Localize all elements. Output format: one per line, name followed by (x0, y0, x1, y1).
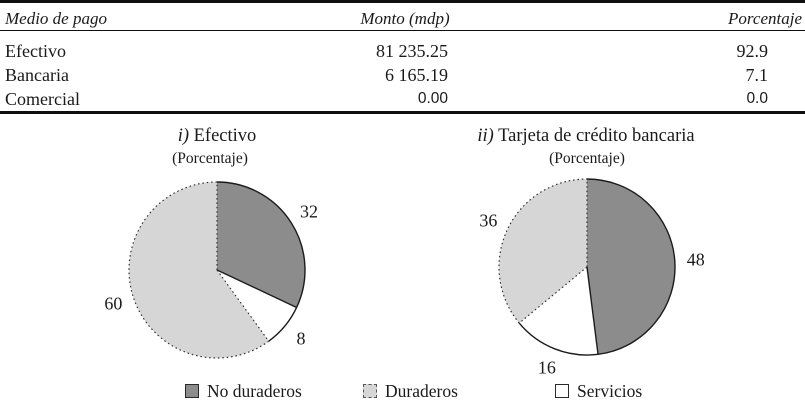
table-cell-porcentaje: 92.9 (736, 41, 769, 61)
legend-item-servicios: Servicios (555, 380, 643, 401)
table-row: Bancaria 6 165.19 7.1 (0, 63, 805, 87)
pie1-title-prefix: i) (177, 126, 189, 146)
pie2-title-text: Tarjeta de crédito bancaria (498, 126, 695, 146)
pie-slice-arc (216, 181, 306, 308)
pie1-title-text: Efectivo (193, 126, 257, 146)
table-bottom-rule (0, 111, 805, 114)
pie2-title: ii) Tarjeta de crédito bancaria (406, 126, 766, 147)
column-header-medio-de-pago: Medio de pago (5, 9, 107, 28)
pie-chart-pie-bancaria (498, 178, 676, 356)
pie-chart-pie-efectivo (128, 181, 306, 359)
column-header-porcentaje: Porcentaje (728, 9, 802, 28)
table-cell-medio: Efectivo (5, 41, 66, 61)
pie-slice-no-duraderos (587, 179, 675, 355)
table-cell-monto: 0.00 (417, 90, 448, 107)
table-cell-porcentaje: 7.1 (745, 65, 769, 85)
table-cell-monto: 81 235.25 (376, 41, 448, 61)
pie-slice-arc (268, 307, 298, 342)
table-cell-medio: Bancaria (5, 65, 69, 85)
legend-item-duraderos: Duraderos (363, 380, 458, 401)
legend-swatch (363, 384, 377, 398)
pie-slice-no-duraderos (217, 182, 305, 308)
pie-value-label: 36 (479, 210, 498, 231)
pie-value-label: 8 (296, 328, 306, 349)
pie-slice-duraderos (128, 182, 269, 359)
pie2-subtitle: (Porcentaje) (549, 150, 625, 167)
pie-slice-arc (518, 322, 599, 356)
column-header-monto: Monto (mdp) (360, 9, 450, 28)
legend-swatch (185, 384, 199, 398)
legend-label: Duraderos (385, 380, 458, 401)
legend-item-no-duraderos: No duraderos (185, 380, 302, 401)
pie-slice-servicios (519, 267, 599, 355)
pie-value-label: 32 (300, 201, 319, 222)
table-header-rule (0, 30, 805, 32)
table-cell-porcentaje: 0.0 (746, 90, 768, 107)
pie-value-label: 60 (104, 293, 123, 314)
pie1-title: i) Efectivo (37, 126, 397, 147)
table-row: Comercial 0.00 0.0 (0, 87, 805, 111)
legend-label: No duraderos (207, 380, 302, 401)
pie-slice-duraderos (499, 179, 587, 324)
pie-slice-border (586, 266, 599, 355)
pie-slice-border (518, 266, 588, 324)
table-row: Efectivo 81 235.25 92.9 (0, 39, 805, 63)
pie-slice-arc (586, 178, 676, 356)
pie-slice-border (216, 269, 270, 342)
pie-slice-border (216, 269, 297, 309)
pie2-title-prefix: ii) (477, 126, 494, 146)
pie-slice-servicios (217, 270, 297, 342)
table-cell-medio: Comercial (5, 89, 80, 109)
table-top-rule (0, 0, 805, 3)
pie-value-label: 16 (537, 357, 556, 378)
legend-label: Servicios (577, 380, 643, 401)
pie-value-label: 48 (686, 249, 705, 270)
table-cell-monto: 6 165.19 (385, 65, 448, 85)
pie1-subtitle: (Porcentaje) (172, 150, 248, 167)
legend-swatch (555, 384, 569, 398)
